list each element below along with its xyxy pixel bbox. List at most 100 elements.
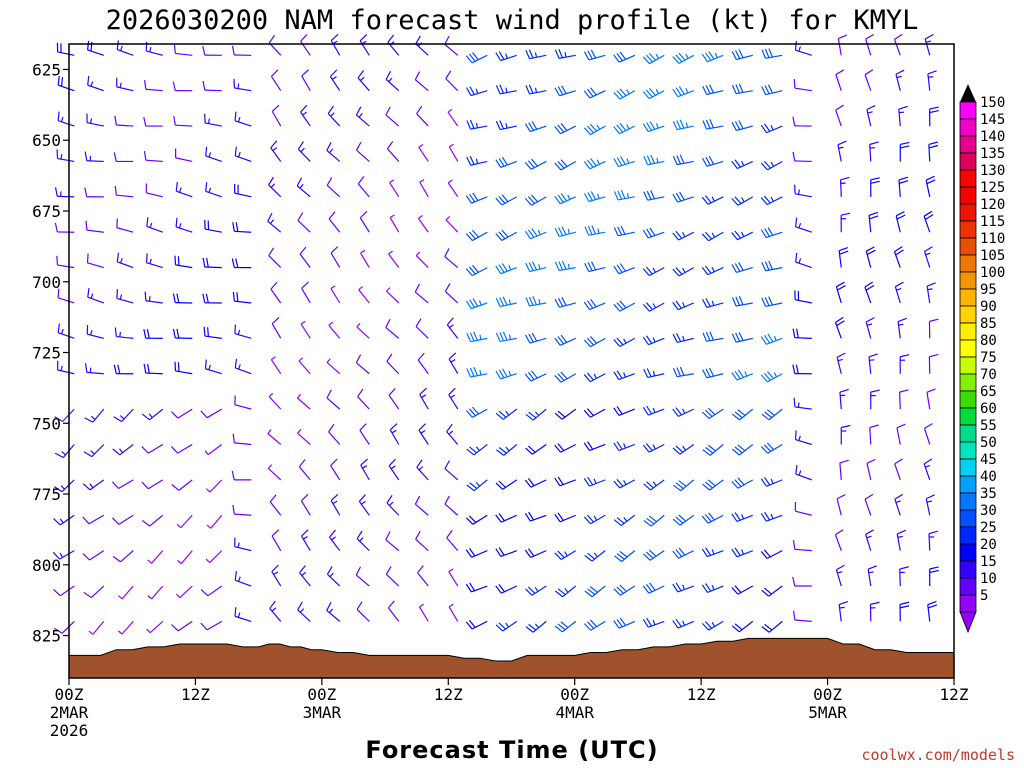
wind-barb: [554, 334, 577, 346]
wind-barb: [731, 444, 754, 456]
x-tick-label: 12Z: [687, 685, 716, 704]
wind-barb: [269, 494, 282, 516]
wind-barb: [267, 212, 282, 233]
wind-barb: [415, 318, 429, 339]
wind-barb: [835, 281, 846, 304]
x-tick-label: 12Z: [434, 685, 463, 704]
wind-barb: [792, 364, 812, 375]
wind-barb: [554, 193, 577, 205]
wind-barb: [866, 105, 876, 127]
wind-barb: [928, 141, 939, 162]
colorbar-segment: [959, 237, 977, 256]
wind-barb: [271, 564, 282, 587]
wind-barb: [142, 514, 164, 527]
wind-barb: [731, 49, 753, 61]
x-tick-label: 00Z: [560, 685, 589, 704]
wind-barb: [54, 187, 75, 198]
y-tick-label: 750: [32, 414, 61, 433]
wind-barb: [297, 429, 311, 445]
wind-barb: [298, 459, 311, 481]
wind-barb: [301, 69, 311, 92]
wind-barb: [296, 177, 311, 198]
wind-barb: [672, 230, 695, 241]
wind-barb: [495, 547, 517, 558]
y-tick-label: 675: [32, 202, 61, 221]
wind-barb: [794, 40, 812, 56]
wind-barb: [448, 352, 459, 375]
wind-barb: [525, 84, 547, 95]
colorbar-label: 40: [980, 469, 997, 485]
colorbar-label: 5: [980, 588, 988, 604]
wind-barb: [792, 540, 812, 552]
wind-barb: [792, 151, 812, 163]
wind-barb: [760, 549, 783, 560]
wind-barb: [114, 115, 134, 127]
colorbar-label: 80: [980, 333, 997, 349]
wind-barb: [554, 585, 577, 598]
wind-barb: [445, 216, 459, 233]
wind-barb: [330, 246, 341, 268]
wind-barb: [794, 290, 812, 304]
wind-barb: [174, 361, 193, 375]
wind-barb: [174, 255, 193, 269]
wind-barb: [82, 479, 105, 491]
wind-barb: [418, 144, 429, 162]
colorbar-segment: [959, 424, 977, 443]
wind-barb: [926, 282, 936, 304]
wind-barb: [583, 514, 606, 525]
wind-barb: [642, 617, 665, 628]
wind-barb: [416, 105, 429, 127]
wind-barb: [54, 222, 75, 233]
wind-barb: [584, 49, 606, 61]
wind-barb: [895, 69, 905, 91]
colorbar-label: 110: [980, 231, 1005, 247]
wind-barb: [642, 227, 665, 239]
wind-barb: [495, 620, 518, 632]
wind-barb: [111, 479, 134, 490]
wind-barb: [672, 267, 695, 277]
wind-barb: [359, 210, 370, 233]
wind-barb: [524, 478, 547, 488]
wind-barb: [359, 423, 370, 445]
wind-barb: [839, 388, 849, 410]
wind-barb: [143, 363, 163, 375]
wind-barb: [793, 397, 812, 410]
wind-barb: [330, 285, 341, 304]
wind-barb: [642, 335, 665, 346]
wind-barb: [84, 408, 105, 423]
colorbar-label: 100: [980, 265, 1005, 281]
wind-barb: [328, 423, 341, 445]
wind-barb: [329, 69, 341, 92]
wind-barb: [299, 565, 311, 587]
wind-barb: [388, 387, 400, 410]
plot-axes: [68, 43, 955, 679]
wind-barb: [385, 318, 400, 339]
wind-barb: [172, 293, 193, 304]
wind-barb: [146, 620, 164, 634]
colorbar-label: 125: [980, 180, 1005, 196]
colorbar-segment: [959, 186, 977, 205]
wind-barb: [418, 423, 429, 445]
colorbar-segment: [959, 594, 977, 613]
wind-barb: [465, 52, 488, 64]
colorbar-segment: [959, 322, 977, 341]
wind-barb: [613, 514, 636, 527]
wind-barb: [672, 333, 694, 344]
colorbar-segment: [959, 526, 977, 545]
wind-barb: [839, 176, 850, 197]
wind-barb: [355, 566, 370, 587]
wind-barb: [386, 140, 400, 162]
wind-barb: [268, 392, 282, 410]
wind-barb: [117, 585, 134, 600]
wind-barb: [524, 332, 547, 344]
x-tick-label: 3MAR: [303, 703, 342, 722]
wind-barb: [583, 336, 606, 348]
wind-barb: [202, 80, 222, 92]
wind-barb: [760, 333, 783, 345]
wind-barb: [465, 229, 488, 242]
wind-barb: [525, 408, 547, 421]
wind-barb: [444, 248, 459, 269]
colorbar-segment: [959, 305, 977, 324]
wind-barb: [583, 372, 606, 383]
